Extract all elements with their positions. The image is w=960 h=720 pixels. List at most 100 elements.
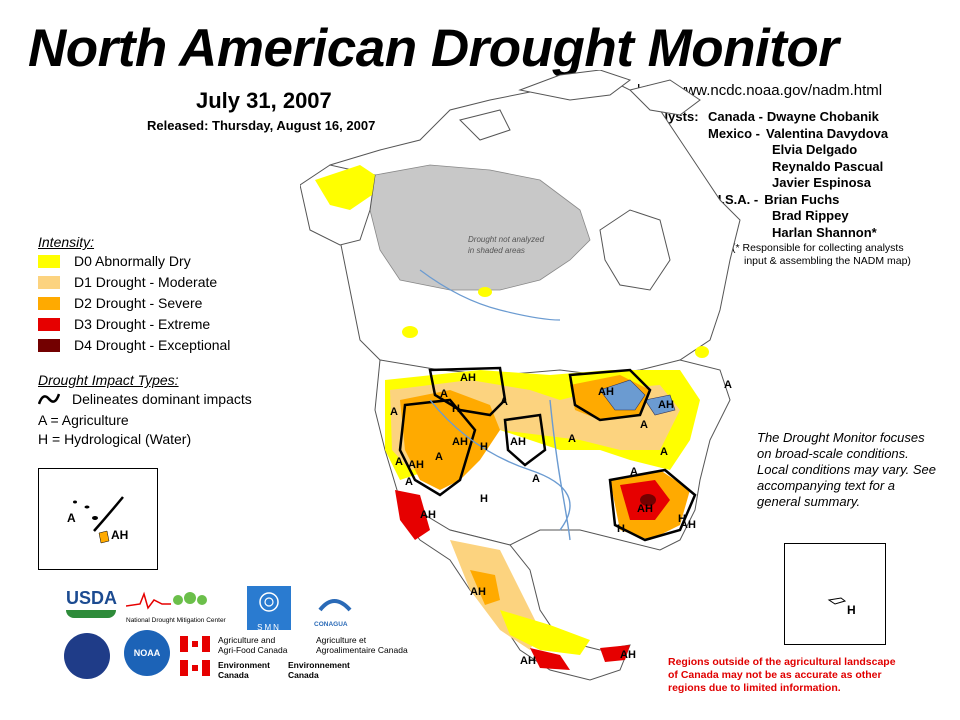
map-label: A	[630, 466, 638, 478]
analyst-name: Brad Rippey	[772, 208, 849, 223]
map-label: H	[480, 441, 488, 453]
ndmc-logo: National Drought Mitigation Center	[125, 590, 236, 626]
d3-southwest	[395, 490, 430, 540]
drought-monitor-note: The Drought Monitor focuses on broad-sca…	[757, 430, 936, 509]
river	[419, 269, 561, 321]
d3-mexico	[600, 645, 630, 662]
map-label: AH	[658, 399, 674, 411]
impact-outline	[398, 398, 477, 497]
map-label: AH	[420, 509, 436, 521]
usda-logo-text: USDA	[66, 588, 118, 608]
map-label: A	[435, 451, 443, 463]
footnote-line: (* Responsible for collecting analysts	[732, 242, 904, 254]
footnote-line: input & assembling the NADM map)	[744, 255, 911, 267]
analyst-name: Valentina Davydova	[766, 125, 889, 141]
impact-outline	[608, 468, 697, 542]
great-lakes	[599, 379, 676, 416]
release-date: Released: Thursday, August 16, 2007	[147, 118, 376, 133]
env-fr-line: Environnement	[288, 660, 350, 670]
impact-labels: AH H A A AH A AH A A AH H A AH H A AH A …	[390, 372, 732, 667]
map-label: A	[724, 379, 732, 391]
canada-flag-icon	[180, 636, 210, 652]
legend-item: D0 Abnormally Dry	[38, 253, 191, 269]
footer-line: regions due to limited information.	[668, 682, 841, 694]
source-url[interactable]: http://www.ncdc.noaa.gov/nadm.html	[637, 82, 883, 99]
analyst-name: Brian Fuchs	[764, 191, 840, 207]
analyst-country: U.S.A. -	[712, 191, 759, 207]
map-label: AH	[637, 503, 653, 515]
d0-canada	[478, 287, 492, 297]
map-label: AH	[470, 586, 486, 598]
legend-label: D3 Drought - Extreme	[74, 316, 211, 332]
ndmc-logo-text: National Drought Mitigation Center	[126, 617, 226, 624]
hawaii-label: AH	[111, 528, 128, 542]
intensity-title: Intensity:	[38, 234, 95, 250]
d2-mexico	[470, 570, 500, 605]
legend-swatch	[38, 296, 60, 310]
impact-outline	[428, 366, 507, 417]
legend-label: D2 Drought - Severe	[74, 295, 203, 311]
map-label: AH	[620, 649, 636, 661]
map-label: A	[390, 406, 398, 418]
footer-disclaimer: Regions outside of the agricultural land…	[668, 656, 896, 695]
smn-logo: SMN	[247, 586, 291, 632]
env-en-line: Environment	[218, 660, 270, 670]
puerto-rico-map: H	[827, 597, 856, 617]
impact-outline	[568, 368, 652, 422]
smn-logo-text: SMN	[257, 623, 281, 632]
conagua-wave-icon	[318, 599, 352, 612]
impact-h: H = Hydrological (Water)	[38, 431, 192, 447]
map-label: AH	[460, 372, 476, 384]
ndmc-graphic	[125, 591, 207, 610]
d0-canada	[695, 346, 709, 358]
d0-alaska	[315, 165, 375, 210]
hawaii-label: A	[67, 511, 76, 525]
d0-canada	[402, 326, 418, 338]
analyst-name: Reynaldo Pascual	[772, 158, 884, 174]
map-label: H	[678, 513, 686, 525]
map-label: AH	[408, 459, 424, 471]
d0-mexico	[500, 610, 590, 655]
legend-item: D4 Drought - Exceptional	[38, 337, 230, 353]
env-canada-fr: Environnement Canada	[288, 660, 350, 680]
footer-line: Regions outside of the agricultural land…	[668, 656, 896, 668]
map-label: A	[640, 419, 648, 431]
map-label: H	[452, 403, 460, 415]
river	[429, 399, 571, 531]
map-label: H	[617, 523, 625, 535]
map-label: A	[395, 456, 403, 468]
map-label: A	[500, 396, 508, 408]
impact-outline	[503, 413, 547, 467]
analyst-footnote: (* Responsible for collecting analysts i…	[732, 242, 911, 268]
analyst-country: Mexico -	[708, 125, 761, 141]
d3-mexico	[530, 648, 570, 670]
map-label: H	[480, 493, 488, 505]
smn-spiral-icon	[259, 592, 279, 612]
legend-swatch	[38, 338, 60, 352]
hawaii-map: A AH	[67, 496, 128, 544]
impact-line-legend: Delineates dominant impacts	[38, 391, 252, 407]
legend-label: D4 Drought - Exceptional	[74, 337, 231, 353]
map-label: A	[660, 446, 668, 458]
analyst-name: Javier Espinosa	[772, 175, 871, 190]
legend-label: D1 Drought - Moderate	[74, 274, 218, 290]
footer-line: of Canada may not be as accurate as othe…	[668, 669, 882, 681]
env-en-line: Canada	[218, 670, 249, 680]
map-label: AH	[598, 386, 614, 398]
legend-label: D0 Abnormally Dry	[74, 253, 191, 269]
legend-item: D2 Drought - Severe	[38, 295, 202, 311]
analyst-name: Harlan Shannon*	[772, 224, 877, 240]
legend-item: D1 Drought - Moderate	[38, 274, 217, 290]
pr-label: H	[847, 603, 856, 617]
env-canada-en: Environment Canada	[218, 660, 270, 680]
legend-swatch	[38, 275, 60, 289]
river	[549, 399, 571, 541]
analyst-name: Elvia Delgado	[772, 142, 858, 157]
impact-a: A = Agriculture	[38, 412, 129, 428]
noaa-logo: NOAA	[124, 630, 170, 676]
puerto-rico-inset: H	[784, 543, 886, 645]
arctic-islands	[459, 70, 701, 141]
map-label: A	[568, 433, 576, 445]
env-fr-line: Canada	[288, 670, 319, 680]
agr-en-line: Agri-Food Canada	[218, 645, 288, 655]
